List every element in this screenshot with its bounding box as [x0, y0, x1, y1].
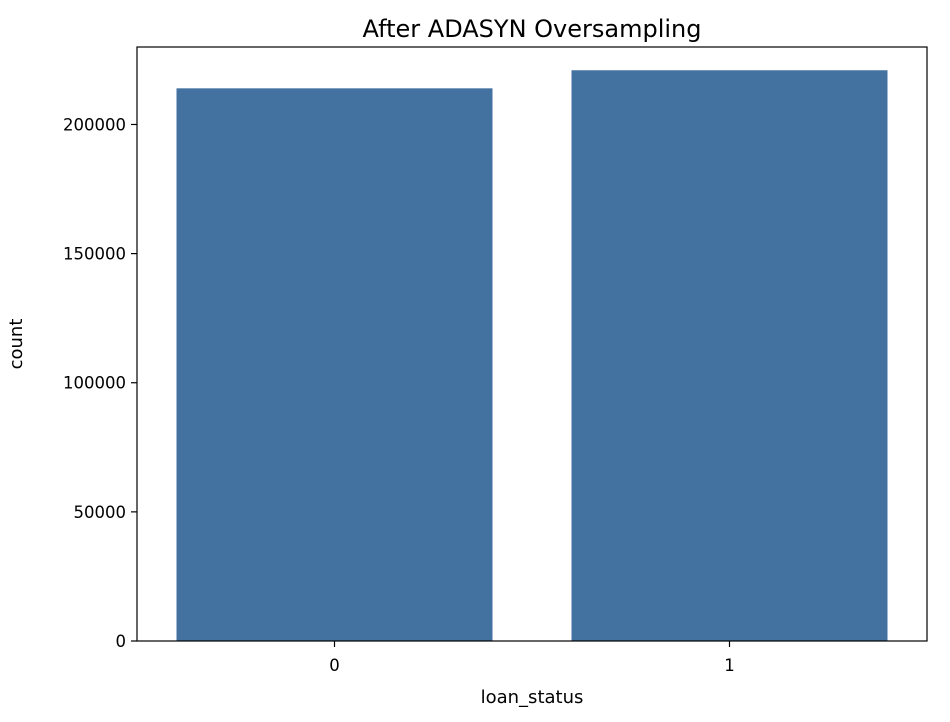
chart-title: After ADASYN Oversampling: [363, 15, 702, 43]
bars-group: [176, 70, 888, 642]
y-tick-label: 200000: [63, 115, 126, 134]
x-tick-label: 0: [329, 656, 340, 675]
y-tick-label: 100000: [63, 374, 126, 393]
y-tick-label: 0: [116, 632, 127, 651]
y-axis-label: count: [6, 319, 27, 370]
y-tick-label: 150000: [63, 245, 126, 264]
bar-0: [176, 88, 493, 642]
y-tick-label: 50000: [74, 503, 127, 522]
plot-frame: [136, 46, 928, 642]
x-tick-label: 1: [724, 656, 735, 675]
bar-1: [571, 70, 888, 642]
y-axis-ticks: 0 50000 100000 150000 200000: [63, 115, 137, 651]
x-axis-label: loan_status: [481, 687, 584, 708]
